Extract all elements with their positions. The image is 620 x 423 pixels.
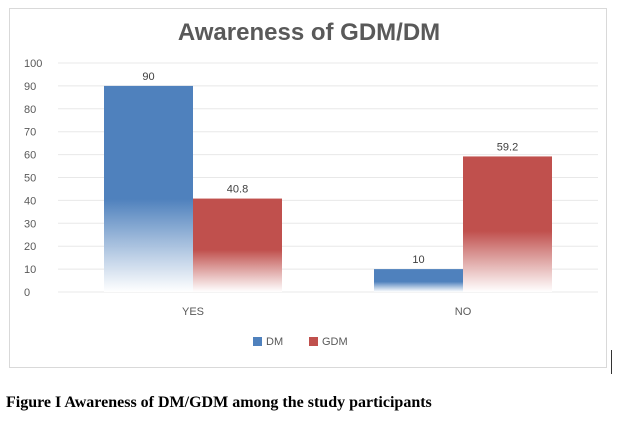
y-tick-label: 0 [24,287,30,299]
bars [104,85,552,293]
chart-frame: Awareness of GDM/DM 0 10 20 30 40 50 60 70 80 90 1… [9,8,607,368]
data-labels: 90 40.8 10 59.2 [142,71,518,266]
y-tick-label: 90 [24,81,36,93]
y-tick-label: 50 [24,173,36,185]
legend-swatch-dm [253,337,262,346]
x-category-label: NO [455,306,472,318]
bar-dm-no [374,269,463,292]
axes: 0 10 20 30 40 50 60 70 80 90 100 YES NO [24,58,472,318]
bar-chart: Awareness of GDM/DM 0 10 20 30 40 50 60 70 80 90 1… [24,19,598,348]
data-label: 59.2 [497,141,518,153]
data-label: 40.8 [227,184,248,196]
bar-gdm-no [463,156,552,292]
chart-title: Awareness of GDM/DM [178,19,440,46]
bar-dm-yes [104,85,193,293]
figure-caption: Figure I Awareness of DM/GDM among the s… [6,394,432,411]
y-tick-label: 100 [24,58,42,70]
legend-label-dm: DM [266,336,283,348]
data-label: 90 [142,71,154,83]
y-tick-label: 40 [24,195,36,207]
y-tick-label: 70 [24,127,36,139]
y-tick-label: 30 [24,218,36,230]
data-label: 10 [412,254,424,266]
legend-label-gdm: GDM [322,336,348,348]
y-tick-label: 60 [24,150,36,162]
y-tick-label: 80 [24,104,36,116]
y-tick-label: 20 [24,241,36,253]
x-category-label: YES [182,306,204,318]
bar-gdm-yes [193,198,282,292]
legend-swatch-gdm [309,337,318,346]
text-cursor-line [611,350,612,374]
y-tick-label: 10 [24,264,36,276]
legend: DM GDM [253,336,348,348]
